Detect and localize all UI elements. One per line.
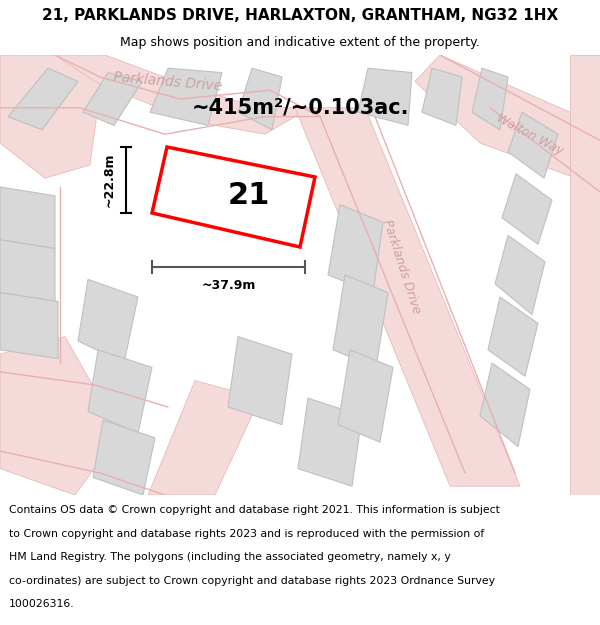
Polygon shape <box>0 337 120 495</box>
Text: ~37.9m: ~37.9m <box>202 279 256 292</box>
Polygon shape <box>8 68 78 130</box>
Text: ~22.8m: ~22.8m <box>103 152 116 208</box>
Polygon shape <box>0 55 105 178</box>
Polygon shape <box>228 337 292 424</box>
Polygon shape <box>358 68 412 126</box>
Text: Map shows position and indicative extent of the property.: Map shows position and indicative extent… <box>120 36 480 49</box>
Text: Parklands Drive: Parklands Drive <box>380 217 424 315</box>
Polygon shape <box>422 68 462 126</box>
Polygon shape <box>55 55 310 134</box>
Polygon shape <box>295 107 520 486</box>
Text: to Crown copyright and database rights 2023 and is reproduced with the permissio: to Crown copyright and database rights 2… <box>9 529 484 539</box>
Polygon shape <box>150 68 222 126</box>
Polygon shape <box>333 275 388 368</box>
Text: Walton Way: Walton Way <box>494 111 566 158</box>
Polygon shape <box>508 112 558 178</box>
Text: Parklands Drive: Parklands Drive <box>113 69 223 93</box>
Polygon shape <box>502 174 552 244</box>
Text: co-ordinates) are subject to Crown copyright and database rights 2023 Ordnance S: co-ordinates) are subject to Crown copyr… <box>9 576 495 586</box>
Polygon shape <box>415 55 600 187</box>
Polygon shape <box>338 350 393 442</box>
Polygon shape <box>0 187 55 249</box>
Text: Contains OS data © Crown copyright and database right 2021. This information is : Contains OS data © Crown copyright and d… <box>9 506 500 516</box>
Polygon shape <box>83 72 142 126</box>
Text: 100026316.: 100026316. <box>9 599 74 609</box>
Polygon shape <box>93 420 155 495</box>
Polygon shape <box>0 292 58 359</box>
Polygon shape <box>495 236 545 314</box>
Polygon shape <box>472 68 508 130</box>
Text: HM Land Registry. The polygons (including the associated geometry, namely x, y: HM Land Registry. The polygons (includin… <box>9 552 451 562</box>
Text: 21, PARKLANDS DRIVE, HARLAXTON, GRANTHAM, NG32 1HX: 21, PARKLANDS DRIVE, HARLAXTON, GRANTHAM… <box>42 8 558 23</box>
Text: 21: 21 <box>227 181 269 211</box>
Polygon shape <box>148 381 260 495</box>
Polygon shape <box>238 68 282 130</box>
Text: ~415m²/~0.103ac.: ~415m²/~0.103ac. <box>191 98 409 118</box>
Polygon shape <box>78 279 138 363</box>
Polygon shape <box>0 240 55 301</box>
Polygon shape <box>298 398 362 486</box>
Polygon shape <box>88 350 152 433</box>
Polygon shape <box>488 297 538 376</box>
Polygon shape <box>328 204 383 292</box>
Polygon shape <box>480 363 530 447</box>
Polygon shape <box>570 55 600 495</box>
Polygon shape <box>152 147 315 247</box>
